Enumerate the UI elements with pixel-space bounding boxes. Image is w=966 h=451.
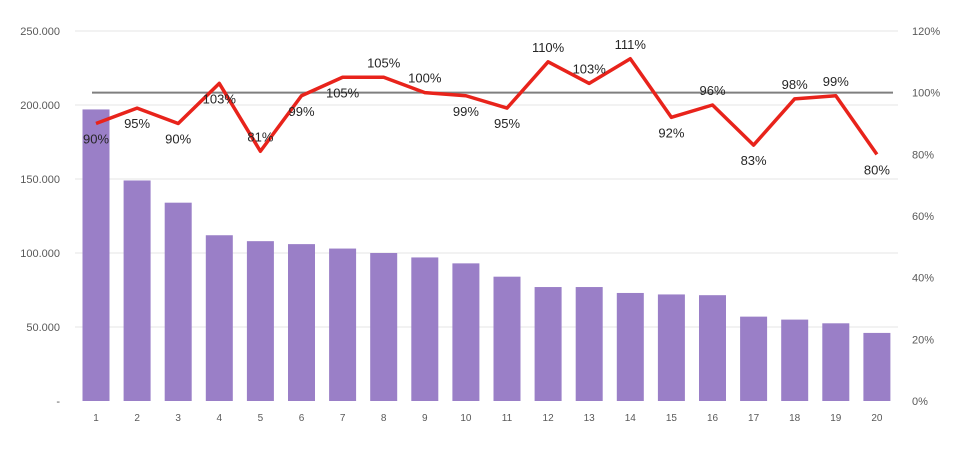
x-tick-label: 16 (707, 413, 719, 424)
x-tick-label: 18 (789, 413, 801, 424)
x-tick-label: 5 (258, 413, 264, 424)
x-tick-label: 3 (175, 413, 181, 424)
ratio-label-6: 99% (288, 104, 314, 119)
left-tick-label: 200.000 (20, 100, 60, 112)
ratio-label-1: 90% (83, 132, 109, 147)
bar-5 (246, 241, 274, 401)
x-tick-label: 4 (217, 413, 223, 424)
ratio-label-3: 90% (165, 132, 191, 147)
right-tick-label: 20% (912, 334, 934, 346)
right-tick-label: 120% (912, 26, 940, 38)
x-tick-label: 10 (460, 413, 472, 424)
bar-series (82, 109, 891, 401)
x-tick-label: 13 (584, 413, 596, 424)
ratio-label-11: 95% (494, 116, 520, 131)
bar-3 (164, 202, 192, 401)
x-tick-label: 1 (93, 413, 99, 424)
ratio-label-13: 103% (573, 61, 607, 76)
ratio-label-2: 95% (124, 116, 150, 131)
ratio-label-4: 103% (203, 91, 237, 106)
bar-8 (370, 253, 398, 401)
bar-6 (288, 244, 315, 401)
ratio-label-14: 111% (615, 37, 647, 52)
bar-12 (534, 287, 562, 401)
x-tick-label: 15 (666, 413, 678, 424)
ratio-label-20: 80% (864, 162, 890, 177)
ratio-label-15: 92% (658, 125, 684, 140)
left-tick-label: 50.000 (26, 322, 60, 334)
x-tick-label: 7 (340, 413, 346, 424)
ratio-label-9: 100% (408, 71, 442, 86)
bar-17 (740, 316, 768, 401)
left-tick-label: 100.000 (20, 248, 60, 260)
x-tick-label: 12 (543, 413, 555, 424)
ratio-data-labels: 90% 95% 90% 103% 81% 99% 105% 105% 100% 99% 95% 110… (83, 37, 890, 178)
left-tick-label: 150.000 (20, 174, 60, 186)
ratio-line-series (95, 57, 879, 156)
right-tick-label: 80% (912, 149, 934, 161)
bar-10 (452, 263, 480, 401)
ratio-label-5: 81% (247, 129, 273, 144)
x-tick-label: 6 (299, 413, 305, 424)
left-tick-label: 250.000 (20, 26, 60, 38)
bar-20 (863, 332, 891, 401)
ratio-label-18: 98% (782, 77, 808, 92)
bar-11 (493, 276, 521, 401)
x-tick-label: 9 (422, 413, 428, 424)
ratio-label-19: 99% (823, 74, 849, 89)
ratio-label-17: 83% (741, 153, 767, 168)
bar-14 (616, 292, 644, 401)
x-tick-label: 14 (625, 413, 637, 424)
bar-2 (123, 180, 151, 401)
x-tick-label: 20 (871, 413, 883, 424)
bar-19 (822, 323, 850, 401)
bar-13 (575, 287, 603, 401)
x-tick-label: 2 (134, 413, 140, 424)
right-axis-ticks: 0% 20% 40% 60% 80% 100% 120% (912, 26, 940, 408)
x-tick-label: 11 (502, 413, 513, 424)
ratio-label-16: 96% (699, 83, 725, 98)
grid-lines (75, 30, 898, 328)
right-tick-label: 100% (912, 88, 940, 100)
right-tick-label: 0% (912, 396, 928, 408)
bar-4 (205, 235, 233, 401)
ratio-label-8: 105% (367, 55, 401, 70)
x-axis-ticks: 1 2 3 4 5 6 7 8 9 10 11 12 13 14 15 16 17 18 19 20 (93, 413, 883, 424)
ratio-label-7: 105% (326, 85, 360, 100)
x-tick-label: 19 (830, 413, 842, 424)
left-axis-ticks: - 50.000 100.000 150.000 200.000 250.000 (20, 26, 60, 408)
right-tick-label: 60% (912, 211, 934, 223)
right-tick-label: 40% (912, 273, 934, 285)
ratio-label-12: 110% (532, 40, 565, 55)
x-tick-label: 17 (748, 413, 760, 424)
left-tick-label: - (56, 396, 60, 408)
bar-9 (411, 257, 439, 401)
bar-7 (329, 248, 357, 401)
bar-15 (657, 294, 685, 401)
bar-16 (699, 295, 726, 401)
bar-18 (781, 319, 809, 401)
x-tick-label: 8 (381, 413, 387, 424)
ratio-label-10: 99% (453, 104, 479, 119)
bar-1 (82, 109, 110, 401)
